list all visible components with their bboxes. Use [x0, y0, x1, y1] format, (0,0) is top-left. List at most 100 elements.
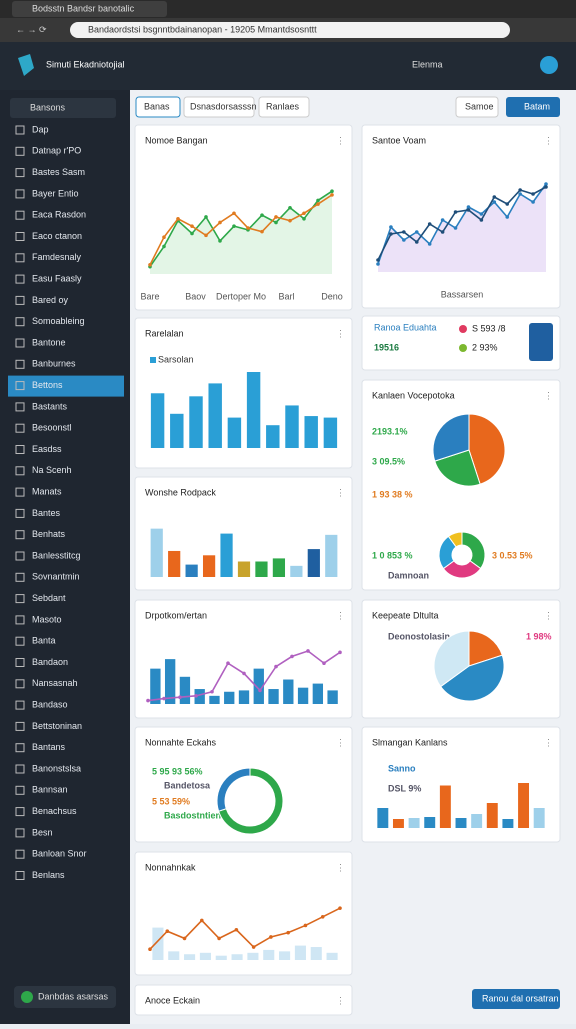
- bar: [266, 425, 280, 448]
- sidebar-item[interactable]: Sebdant: [32, 593, 66, 603]
- point: [414, 240, 419, 244]
- sidebar-icon: [15, 210, 25, 220]
- sidebar-item[interactable]: Banlesstitcg: [32, 550, 81, 560]
- sidebar-item[interactable]: Banta: [32, 636, 56, 646]
- sidebar-item[interactable]: Banloan Snor: [32, 849, 87, 859]
- pie-slice: [432, 413, 470, 462]
- bar: [220, 533, 233, 577]
- card-menu[interactable]: ⋮: [336, 328, 345, 338]
- primary-button-text: Batam: [524, 101, 550, 111]
- sidebar-item[interactable]: Bettons: [32, 380, 63, 390]
- sidebar-item[interactable]: Easu Faasly: [32, 273, 82, 283]
- card-menu[interactable]: ⋮: [336, 995, 345, 1005]
- point: [466, 208, 471, 212]
- tab-button[interactable]: [183, 96, 255, 118]
- point: [165, 929, 170, 933]
- sidebar-item[interactable]: Bantone: [32, 337, 66, 347]
- bar: [224, 691, 235, 704]
- point: [302, 211, 306, 216]
- tab-label: Banas: [144, 101, 170, 111]
- sidebar-icon: [15, 700, 25, 710]
- point: [274, 215, 278, 219]
- point: [258, 688, 262, 693]
- bar: [424, 817, 436, 828]
- card-menu[interactable]: ⋮: [336, 862, 345, 872]
- data-label: Bandetosa: [164, 780, 211, 790]
- point: [218, 239, 222, 243]
- card-menu[interactable]: ⋮: [336, 610, 345, 620]
- sidebar-icon: [15, 530, 25, 540]
- sidebar-icon: [15, 338, 25, 348]
- sidebar-item[interactable]: Banburnes: [32, 359, 76, 369]
- sidebar-icon: [15, 146, 25, 156]
- sidebar-item[interactable]: Bastes Sasm: [32, 167, 85, 177]
- avatar[interactable]: [540, 56, 558, 74]
- nav-buttons[interactable]: ← → ⟳: [16, 24, 47, 34]
- point: [269, 935, 273, 939]
- data-label: 3 09.5%: [372, 456, 405, 466]
- card-menu[interactable]: ⋮: [544, 135, 553, 145]
- sidebar-item[interactable]: Na Scenh: [32, 465, 72, 475]
- sidebar-item[interactable]: Easdss: [32, 444, 62, 454]
- user-name[interactable]: Elenma: [412, 59, 443, 69]
- sidebar-item[interactable]: Bantes: [32, 508, 61, 518]
- sidebar-item[interactable]: Benlans: [32, 870, 65, 880]
- sidebar-item[interactable]: Nansasnah: [32, 678, 78, 688]
- card-menu[interactable]: ⋮: [336, 487, 345, 497]
- sidebar-item[interactable]: Besoonstl: [32, 423, 72, 433]
- footer-button[interactable]: [472, 989, 560, 1009]
- sidebar-item[interactable]: Manats: [32, 486, 62, 496]
- sidebar-item[interactable]: Masoto: [32, 614, 62, 624]
- sidebar-item[interactable]: Somoableing: [32, 316, 85, 326]
- card-menu[interactable]: ⋮: [544, 737, 553, 747]
- card-menu[interactable]: ⋮: [336, 135, 345, 145]
- point: [286, 930, 290, 935]
- sidebar-item[interactable]: Eaca Rasdon: [32, 210, 86, 220]
- card-title: Nomoe Bangan: [145, 135, 208, 145]
- sidebar-search[interactable]: [10, 98, 116, 118]
- sidebar-item[interactable]: Bandaon: [32, 657, 68, 667]
- data-label: 5 95 93 56%: [152, 766, 203, 776]
- tab[interactable]: [12, 1, 167, 17]
- bar: [439, 785, 451, 828]
- point: [210, 689, 214, 694]
- bar: [310, 947, 322, 960]
- sidebar-item[interactable]: Bantans: [32, 742, 66, 752]
- url-field[interactable]: [70, 22, 510, 38]
- search-box[interactable]: [455, 96, 499, 118]
- sidebar-item[interactable]: Dap: [32, 124, 49, 134]
- sidebar-item[interactable]: Banonstslsa: [32, 763, 81, 773]
- sidebar-item[interactable]: Bettstoninan: [32, 721, 82, 731]
- sidebar-footer[interactable]: [14, 986, 116, 1008]
- bar: [202, 555, 216, 577]
- bar: [408, 818, 420, 828]
- sidebar-item[interactable]: Bayer Entio: [32, 188, 79, 198]
- point: [320, 915, 325, 919]
- tab-button[interactable]: [258, 96, 310, 118]
- sidebar-item[interactable]: Bared oy: [32, 295, 69, 305]
- sidebar-item[interactable]: Besn: [32, 827, 53, 837]
- tab-button[interactable]: [135, 96, 181, 118]
- card-menu[interactable]: ⋮: [544, 390, 553, 400]
- point: [162, 696, 166, 701]
- sidebar-item[interactable]: Benhats: [32, 529, 66, 539]
- card-menu[interactable]: ⋮: [544, 610, 553, 620]
- bar: [150, 528, 163, 577]
- sidebar-item[interactable]: Benachsus: [32, 806, 77, 816]
- sidebar-item[interactable]: Eaco ctanon: [32, 231, 82, 241]
- primary-button[interactable]: [506, 97, 560, 117]
- tab-label: Dsnasdorsasssn: [190, 101, 257, 111]
- url: Bandaordstsi bsgnntbdainanopan - 19205 M…: [88, 24, 317, 34]
- legend-swatch: [150, 357, 156, 363]
- sidebar-item[interactable]: Famdesnaly: [32, 252, 82, 262]
- card-menu[interactable]: ⋮: [336, 737, 345, 747]
- sidebar-item[interactable]: Bastants: [32, 401, 68, 411]
- sidebar-item[interactable]: Datnap r'PO: [32, 146, 81, 156]
- point: [518, 192, 522, 196]
- sidebar-item[interactable]: Sovnantmin: [32, 572, 80, 582]
- stat-button[interactable]: [529, 323, 553, 361]
- sidebar-item[interactable]: Bandaso: [32, 699, 68, 709]
- sidebar-item[interactable]: Bannsan: [32, 785, 68, 795]
